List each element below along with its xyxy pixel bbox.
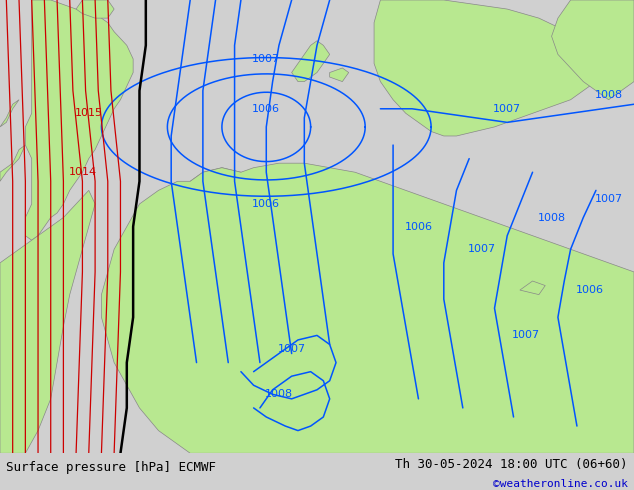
Polygon shape bbox=[374, 0, 602, 136]
Text: 1008: 1008 bbox=[595, 90, 623, 100]
Polygon shape bbox=[552, 0, 634, 100]
Polygon shape bbox=[190, 168, 254, 199]
Polygon shape bbox=[0, 145, 25, 181]
Text: 1007: 1007 bbox=[252, 54, 280, 64]
Polygon shape bbox=[25, 0, 133, 240]
Text: 1015: 1015 bbox=[75, 108, 103, 118]
Text: 1006: 1006 bbox=[576, 285, 604, 295]
Text: 1007: 1007 bbox=[595, 195, 623, 204]
Text: 1007: 1007 bbox=[468, 245, 496, 254]
Text: 1007: 1007 bbox=[278, 344, 306, 354]
Text: 1008: 1008 bbox=[538, 213, 566, 222]
Text: ©weatheronline.co.uk: ©weatheronline.co.uk bbox=[493, 480, 628, 490]
Text: 1014: 1014 bbox=[68, 167, 96, 177]
Text: 1008: 1008 bbox=[265, 390, 293, 399]
Polygon shape bbox=[520, 281, 545, 294]
Polygon shape bbox=[0, 190, 95, 453]
Text: 1006: 1006 bbox=[252, 199, 280, 209]
Text: 1006: 1006 bbox=[252, 104, 280, 114]
Polygon shape bbox=[76, 0, 114, 18]
Text: 1007: 1007 bbox=[493, 104, 521, 114]
Text: Surface pressure [hPa] ECMWF: Surface pressure [hPa] ECMWF bbox=[6, 462, 216, 474]
Polygon shape bbox=[330, 68, 349, 81]
Polygon shape bbox=[101, 163, 634, 453]
Text: Th 30-05-2024 18:00 UTC (06+60): Th 30-05-2024 18:00 UTC (06+60) bbox=[395, 458, 628, 471]
Text: 1006: 1006 bbox=[404, 221, 432, 232]
Polygon shape bbox=[292, 41, 330, 81]
Text: 1007: 1007 bbox=[512, 330, 540, 341]
Polygon shape bbox=[0, 100, 19, 127]
